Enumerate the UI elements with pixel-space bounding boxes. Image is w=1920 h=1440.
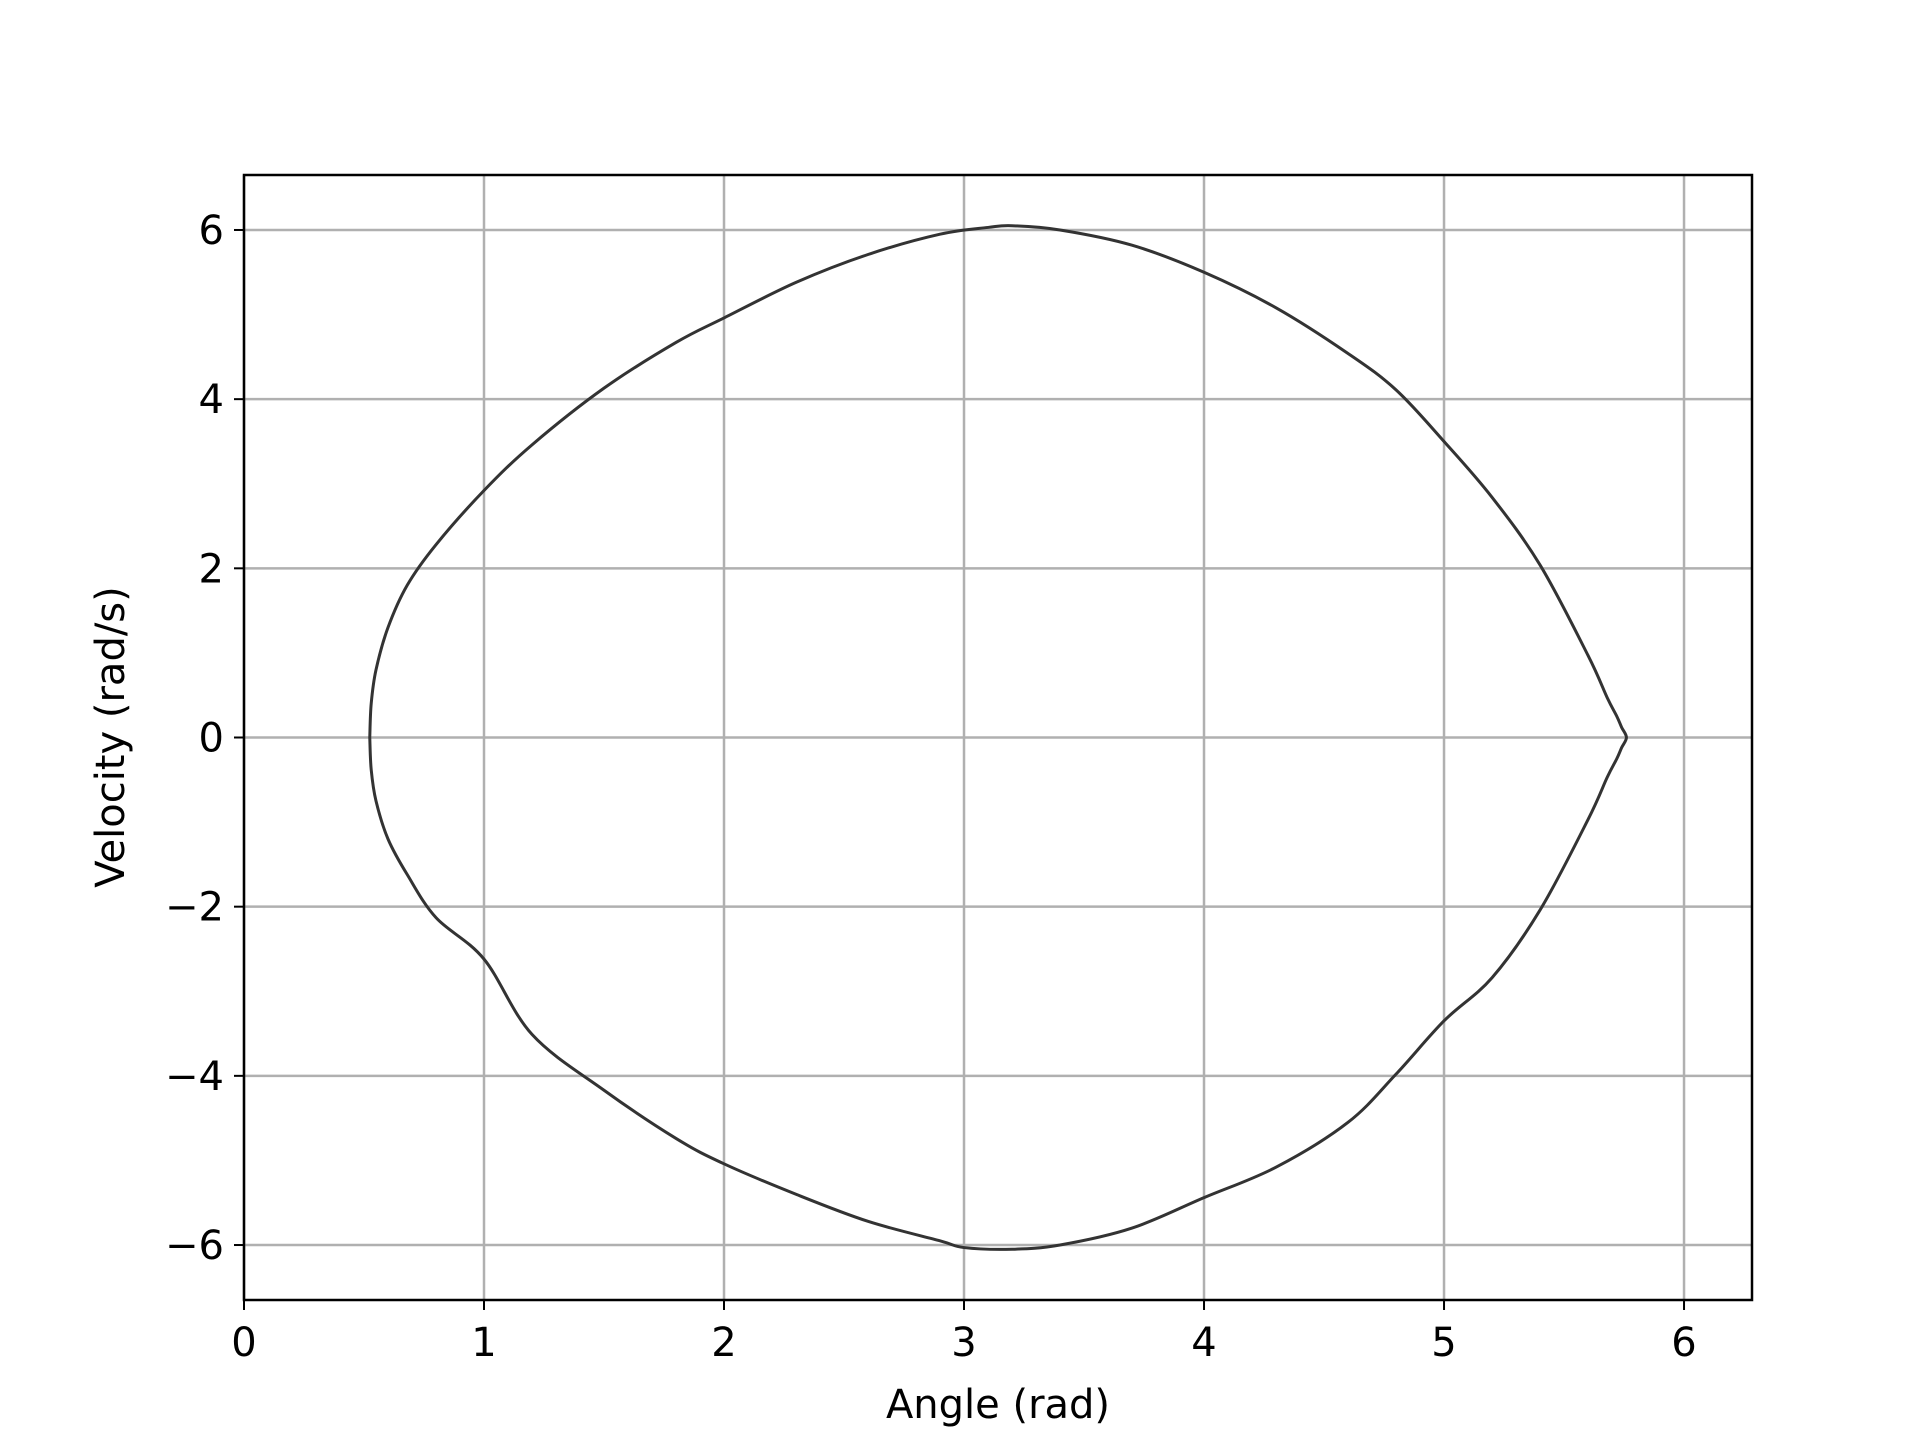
x-tick-label: 1 <box>471 1320 496 1366</box>
ticks-layer: 0 1 2 3 4 5 6 −6 −4 −2 0 2 4 6 <box>165 208 1697 1366</box>
x-tick-label: 0 <box>231 1320 256 1366</box>
y-tick-label: 4 <box>199 377 224 423</box>
y-tick-label: 0 <box>199 716 224 762</box>
phase-trajectory-line <box>368 224 1628 1251</box>
y-tick-label: 2 <box>199 546 224 592</box>
x-tick-label: 2 <box>711 1320 736 1366</box>
curve-layer <box>368 224 1628 1251</box>
y-tick-label: −4 <box>165 1054 224 1100</box>
x-axis-label: Angle (rad) <box>886 1382 1110 1428</box>
y-tick-label: 6 <box>199 208 224 254</box>
x-tick-label: 6 <box>1671 1320 1696 1366</box>
y-axis-label: Velocity (rad/s) <box>88 586 134 888</box>
y-tick-label: −2 <box>165 885 224 931</box>
x-tick-label: 5 <box>1431 1320 1456 1366</box>
x-tick-label: 3 <box>951 1320 976 1366</box>
x-tick-label: 4 <box>1191 1320 1216 1366</box>
y-tick-label: −6 <box>165 1223 224 1269</box>
grid-layer <box>242 175 1752 1300</box>
